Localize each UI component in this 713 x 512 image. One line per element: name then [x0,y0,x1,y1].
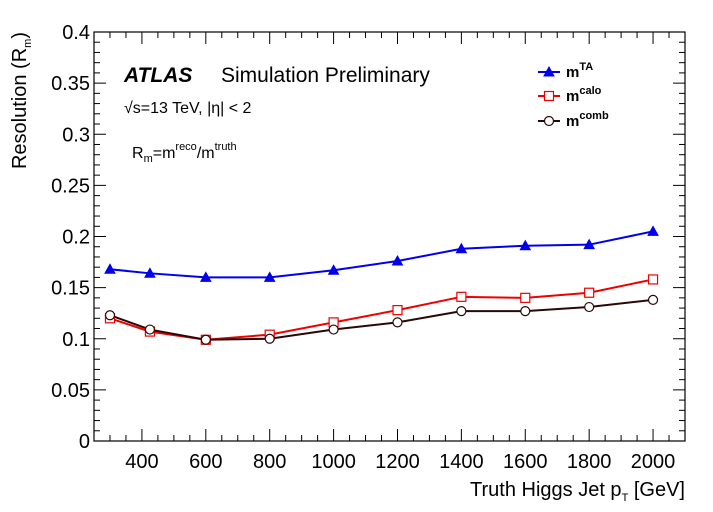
data-point-calo [584,287,595,298]
legend-label-calo: mcalo [566,85,602,105]
legend-label-comb: mcomb [566,110,609,130]
y-tick-label: 0.2 [62,227,90,249]
data-point-comb [264,333,275,344]
data-point-ta [647,225,659,236]
data-point-comb [392,317,403,328]
y-tick-label: 0.15 [51,278,90,300]
y-tick-label: 0.25 [51,175,90,197]
energy-eta-label: √s=13 TeV, |η| < 2 [124,100,252,117]
x-tick-label: 1600 [503,451,548,473]
data-point-comb [144,324,156,335]
y-tick-label: 0.35 [51,73,90,95]
x-tick-label: 1200 [375,451,420,473]
data-point-ta [199,271,212,282]
y-axis-title: Resolution (Rm) [9,32,34,169]
data-point-ta [455,242,468,254]
y-tick-label: 0.05 [51,380,90,402]
y-tick-label: 0.4 [62,22,90,44]
data-point-ta [104,263,116,274]
x-tick-label: 1400 [439,451,484,473]
x-axis-title: Truth Higgs Jet pT [GeV] [470,479,685,504]
data-point-ta [144,267,156,278]
data-point-ta [263,271,276,282]
data-point-ta [583,238,596,250]
data-point-comb [456,306,467,317]
data-point-comb [584,301,595,313]
y-tick-label: 0 [79,431,90,453]
x-tick-label: 2000 [631,451,676,473]
simulation-preliminary-label: Simulation Preliminary [221,64,430,87]
tick-labels: 400 600 800 1000 1200 1400 1600 1800 2000 0 0.05 0.… [51,22,675,473]
legend-label-ta: mTA [566,61,593,81]
series-line-calo [109,278,654,341]
legend-marker-ta [543,65,555,77]
data-point-calo [456,291,467,302]
y-tick-label: 0.1 [62,329,90,351]
legend-marker-calo [543,90,555,102]
data-point-ta [519,239,532,251]
data-point-ta [391,255,404,266]
legend-marker-comb [543,115,555,127]
x-tick-label: 800 [253,451,286,473]
data-point-comb [647,294,659,305]
series-line-ta [109,230,654,279]
atlas-label: ATLAS [123,64,192,87]
data-point-calo [520,292,531,303]
rm-definition: Rm=mreco/mtruth [132,141,237,165]
series-lines [109,230,654,341]
data-point-comb [104,310,116,321]
data-point-ta [327,264,340,275]
data-point-comb [328,324,339,335]
data-point-comb [200,334,211,345]
x-tick-label: 400 [125,451,158,473]
data-point-calo [392,305,403,316]
x-tick-label: 1800 [567,451,612,473]
y-tick-label: 0.3 [62,124,90,146]
series-line-comb [109,298,654,341]
series-markers [104,225,659,345]
axis-ticks [94,31,686,442]
x-tick-label: 1000 [311,451,356,473]
x-tick-label: 600 [189,451,222,473]
legend: mTA mcalo mcomb [538,61,609,130]
data-point-calo [647,274,659,285]
data-point-comb [520,306,531,317]
